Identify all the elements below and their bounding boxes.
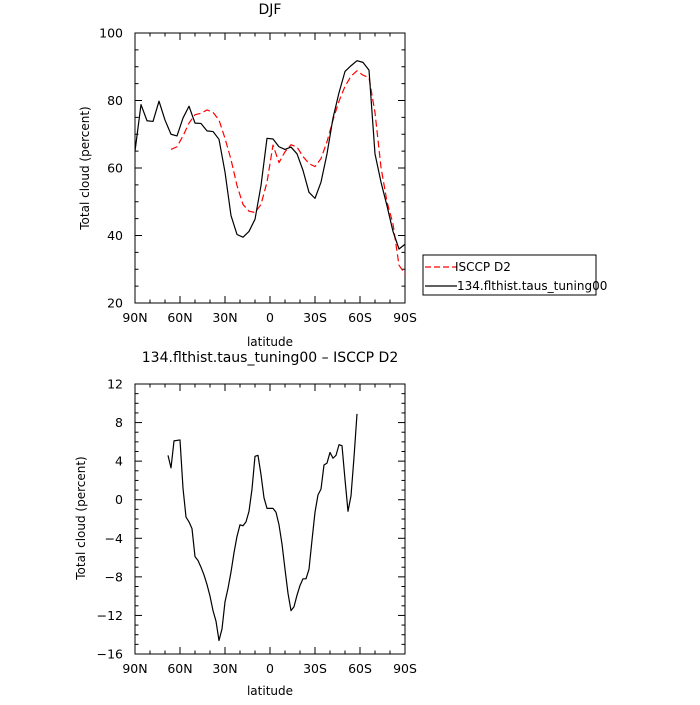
bottom-series-line-0 <box>167 413 358 642</box>
bottom-plot-frame <box>134 383 406 655</box>
top-axes: 90N 60N 30N 0 30S 60S 90S 20 40 60 80 100 <box>99 26 417 326</box>
bottom-x-axis-label: latitude <box>247 684 293 698</box>
top-x-tick-label: 30N <box>212 310 237 325</box>
bottom-y-tick-label: 12 <box>107 377 123 392</box>
bottom-y-tick-label: 8 <box>115 415 123 430</box>
top-x-tick-label: 0 <box>266 310 274 325</box>
top-panel: DJF 90N 60N 30N 0 30S 60S 90S 20 40 60 80 100 latit… <box>78 2 417 349</box>
bottom-series-group <box>167 413 358 642</box>
bottom-x-tick-label: 60N <box>167 661 192 676</box>
top-y-tick-label: 40 <box>107 228 123 243</box>
top-x-tick-label: 30S <box>303 310 327 325</box>
legend-label-isccp: ISCCP D2 <box>455 260 511 274</box>
legend: ISCCP D2 134.flthist.taus_tuning00 <box>422 254 607 296</box>
top-x-tick-label: 60S <box>348 310 372 325</box>
top-series-group <box>134 60 406 275</box>
top-y-tick-label: 60 <box>107 161 123 176</box>
bottom-y-axis-label: Total cloud (percent) <box>74 456 88 580</box>
top-chart-title: DJF <box>259 2 282 18</box>
top-series-line-0 <box>170 70 406 275</box>
top-x-tick-label: 60N <box>167 310 192 325</box>
top-x-axis-label: latitude <box>247 335 293 349</box>
top-series-line-1 <box>134 60 406 250</box>
bottom-x-tick-label: 30N <box>212 661 237 676</box>
top-y-tick-label: 100 <box>99 26 123 41</box>
bottom-x-tick-label: 30S <box>303 661 327 676</box>
bottom-x-tick-label: 90N <box>122 661 147 676</box>
bottom-chart-title: 134.flthist.taus_tuning00 – ISCCP D2 <box>142 350 398 366</box>
top-plot-frame <box>134 32 406 304</box>
legend-box <box>422 254 597 296</box>
bottom-y-tick-label: −4 <box>105 531 123 546</box>
top-y-tick-label: 20 <box>107 296 123 311</box>
bottom-y-tick-label: 0 <box>115 492 123 507</box>
bottom-x-tick-label: 60S <box>348 661 372 676</box>
top-x-tick-label: 90N <box>122 310 147 325</box>
bottom-axes: 90N 60N 30N 0 30S 60S 90S −16 −12 −8 −4 0 4 8 12 <box>97 377 417 677</box>
bottom-y-tick-label: −8 <box>105 569 123 584</box>
bottom-y-tick-label: −16 <box>97 647 123 662</box>
bottom-x-tick-label: 0 <box>266 661 274 676</box>
top-y-axis-label: Total cloud (percent) <box>78 106 92 230</box>
bottom-panel: 134.flthist.taus_tuning00 – ISCCP D2 90N… <box>74 350 417 698</box>
bottom-y-tick-label: 4 <box>115 454 123 469</box>
top-x-tick-label: 90S <box>393 310 417 325</box>
legend-label-model: 134.flthist.taus_tuning00 <box>457 279 607 293</box>
top-y-tick-label: 80 <box>107 93 123 108</box>
bottom-x-tick-label: 90S <box>393 661 417 676</box>
bottom-y-tick-label: −12 <box>97 608 123 623</box>
